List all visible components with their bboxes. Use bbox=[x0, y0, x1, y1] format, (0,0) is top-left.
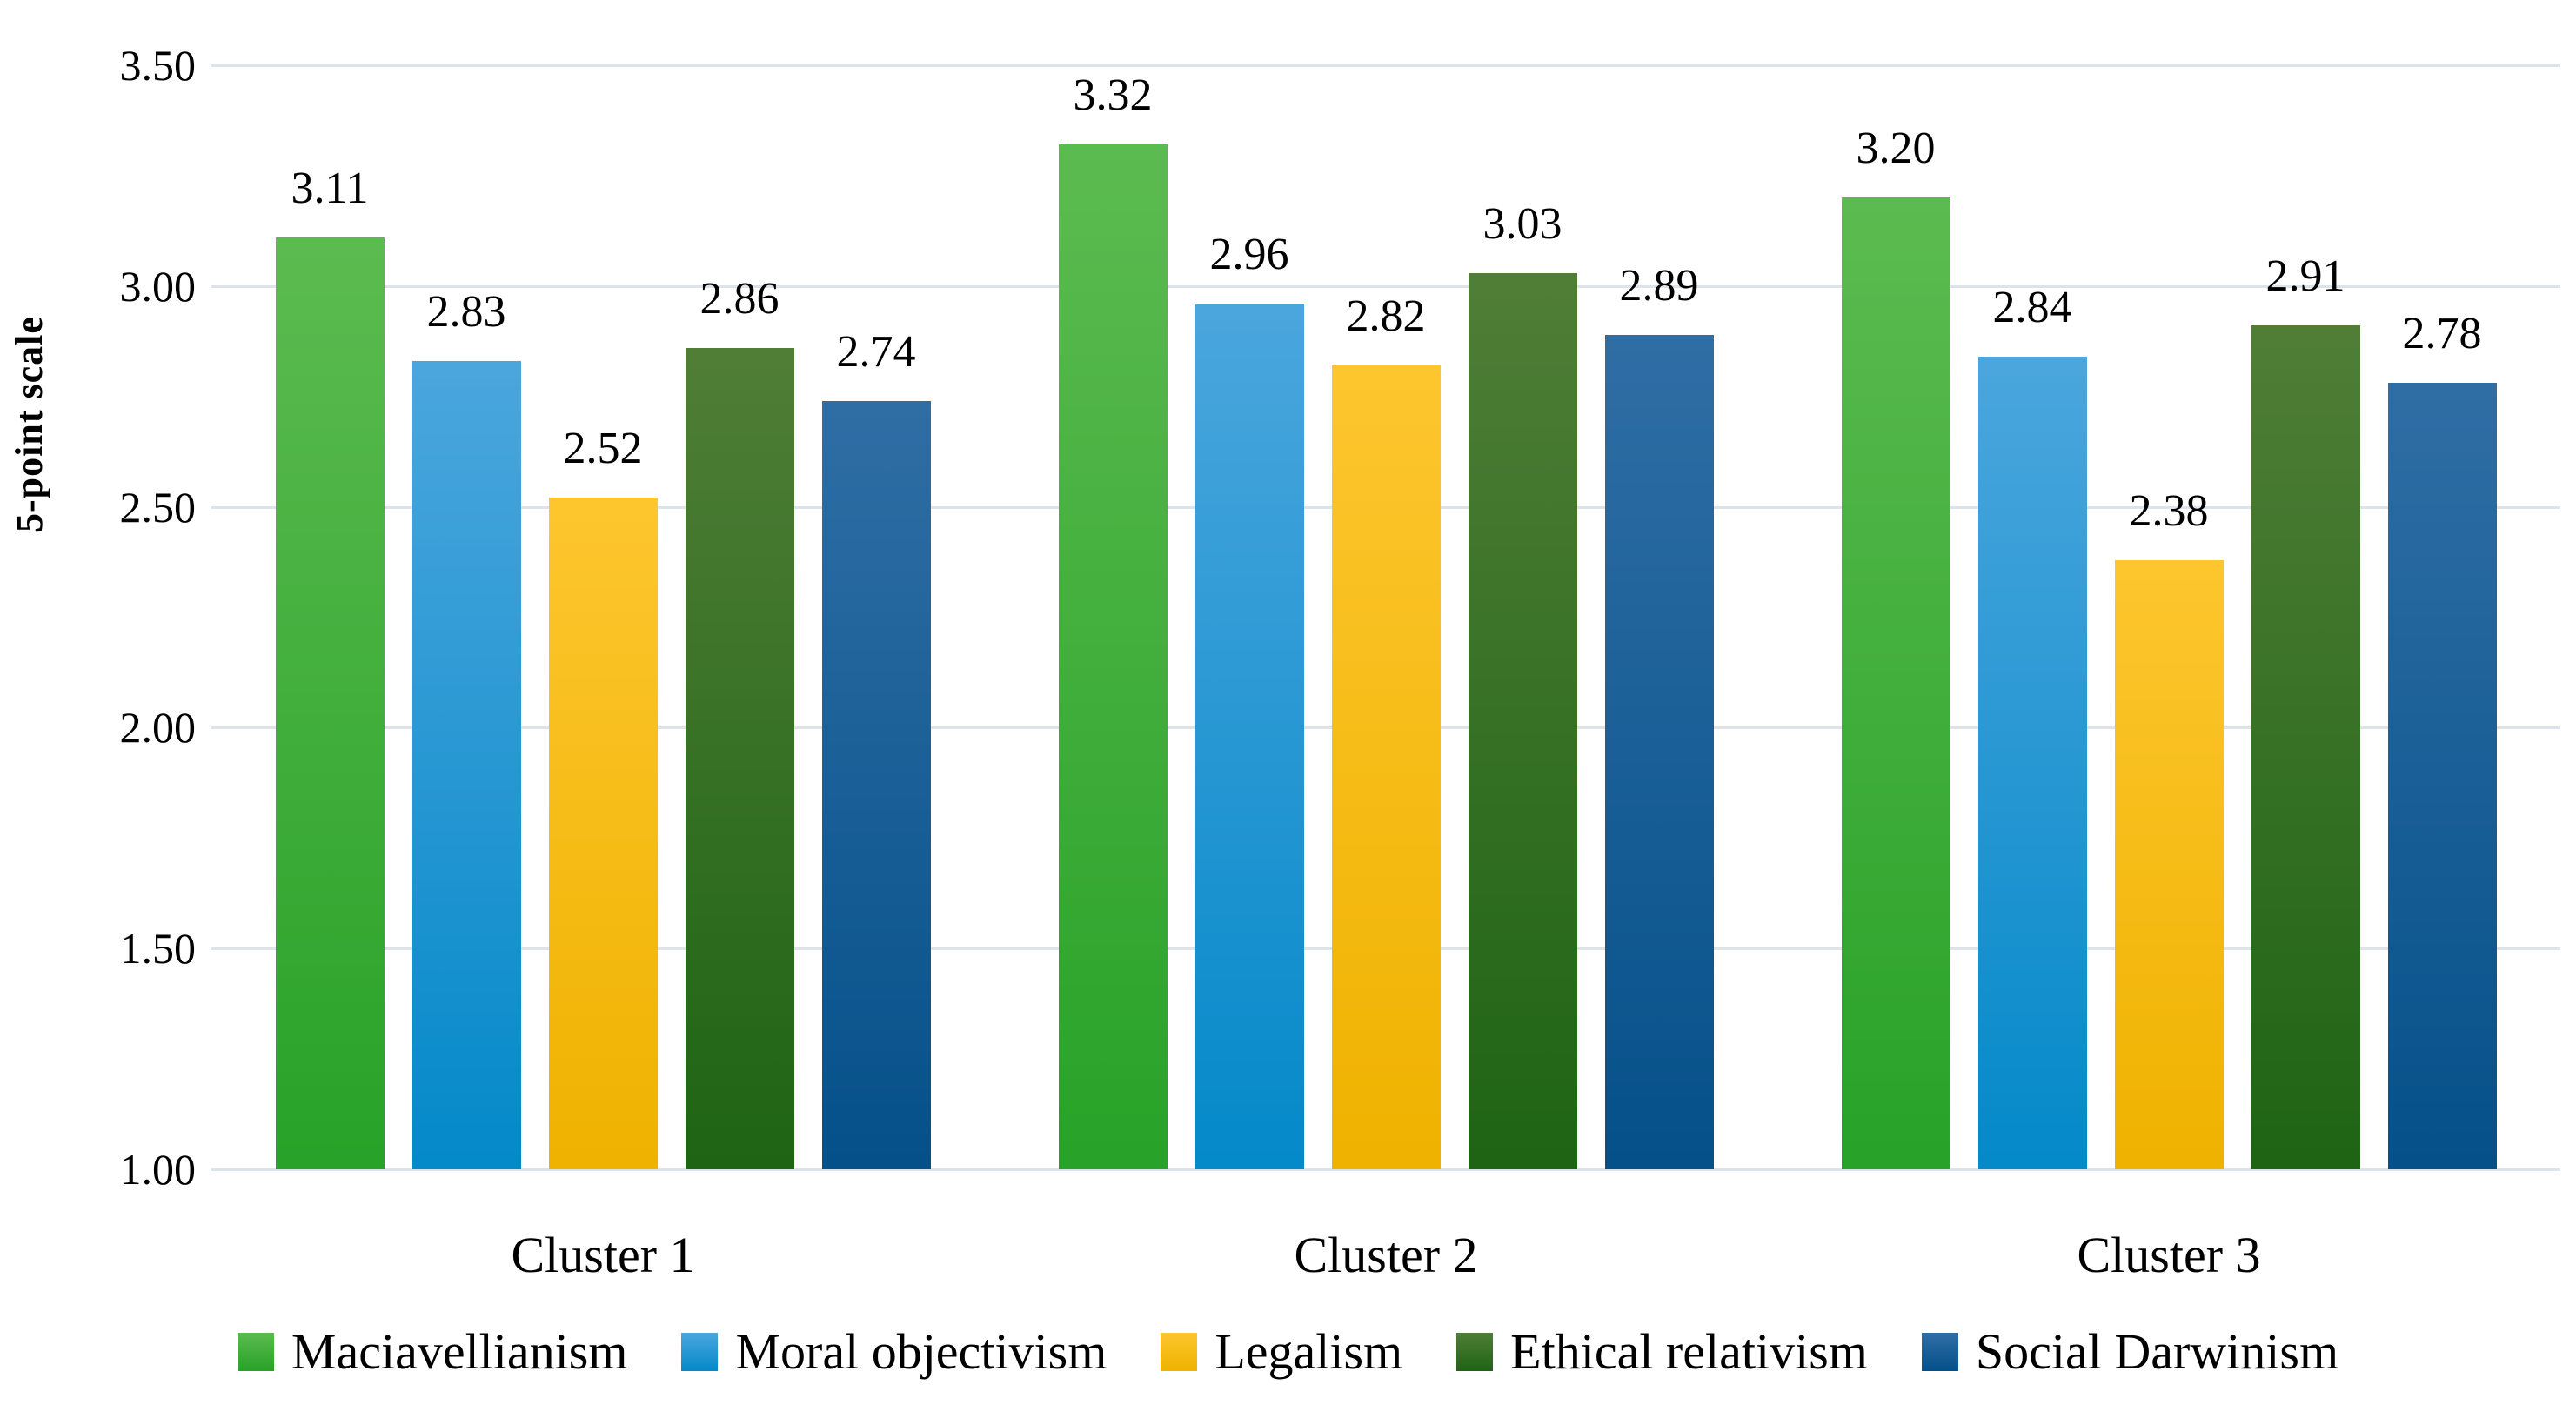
x-axis: Cluster 1 Cluster 2 Cluster 3 bbox=[211, 1225, 2560, 1286]
bar-value-label: 2.52 bbox=[563, 424, 643, 473]
bar-social-darwinism: 2.89 bbox=[1604, 264, 1714, 1169]
y-axis-label: 5-point scale bbox=[8, 316, 50, 532]
legend: Maciavellianism Moral objectivism Legalism… bbox=[0, 1324, 2576, 1380]
bar-ethical-relativism: 2.86 bbox=[685, 277, 794, 1169]
y-axis-tick-label: 1.50 bbox=[119, 924, 197, 973]
bar-group-1: 3.11 2.83 2.52 2.86 2.74 bbox=[211, 65, 994, 1169]
bar-value-label: 2.82 bbox=[1346, 291, 1426, 341]
bar-maciavellianism: 3.20 bbox=[1841, 126, 1950, 1169]
bar-legalism: 2.38 bbox=[2114, 489, 2224, 1169]
x-axis-category-label: Cluster 2 bbox=[1294, 1227, 1478, 1283]
bar-value-label: 2.86 bbox=[699, 274, 779, 324]
legend-item-social-darwinism: Social Darwinism bbox=[1921, 1323, 2339, 1380]
legend-label: Ethical relativism bbox=[1510, 1323, 1868, 1380]
legend-swatch-icon bbox=[237, 1332, 274, 1371]
bar-ethical-relativism: 3.03 bbox=[1468, 202, 1577, 1169]
bar-moral-objectivism: 2.96 bbox=[1194, 232, 1304, 1169]
gridline bbox=[211, 1168, 2560, 1171]
legend-item-maciavellianism: Maciavellianism bbox=[237, 1323, 628, 1380]
bar-value-label: 2.78 bbox=[2402, 309, 2482, 358]
legend-label: Legalism bbox=[1214, 1323, 1403, 1380]
bar-value-label: 3.32 bbox=[1073, 70, 1153, 120]
bar-value-label: 2.38 bbox=[2129, 486, 2209, 536]
bar-value-label: 2.84 bbox=[1992, 283, 2072, 332]
legend-swatch-icon bbox=[1161, 1332, 1198, 1371]
bar-ethical-relativism: 2.91 bbox=[2251, 254, 2360, 1169]
legend-item-ethical-relativism: Ethical relativism bbox=[1456, 1324, 1868, 1380]
bar-value-label: 3.11 bbox=[291, 164, 369, 213]
bar-value-label: 2.83 bbox=[426, 287, 506, 337]
bar-maciavellianism: 3.11 bbox=[275, 166, 385, 1169]
legend-item-moral-objectivism: Moral objectivism bbox=[681, 1324, 1107, 1380]
legend-item-legalism: Legalism bbox=[1161, 1324, 1402, 1380]
bar-value-label: 2.74 bbox=[836, 327, 916, 377]
bar-legalism: 2.52 bbox=[548, 426, 658, 1169]
bar-value-label: 3.03 bbox=[1482, 199, 1562, 249]
legend-label: Moral objectivism bbox=[735, 1323, 1107, 1380]
legend-swatch-icon bbox=[681, 1332, 719, 1371]
y-axis-tick-label: 2.00 bbox=[119, 703, 197, 752]
legend-swatch-icon bbox=[1921, 1332, 1958, 1371]
plot-area: 3.11 2.83 2.52 2.86 2.74 3.32 2.96 2.82 3.03 2.89… bbox=[211, 64, 2560, 1171]
bar-social-darwinism: 2.78 bbox=[2387, 311, 2497, 1169]
bar-value-label: 3.20 bbox=[1856, 124, 1936, 173]
y-axis-tick-label: 3.00 bbox=[119, 262, 197, 311]
y-axis-tick-label: 3.50 bbox=[119, 41, 197, 90]
legend-swatch-icon bbox=[1456, 1332, 1494, 1371]
legend-label: Social Darwinism bbox=[1975, 1323, 2339, 1380]
bar-social-darwinism: 2.74 bbox=[821, 330, 931, 1169]
bar-group-3: 3.20 2.84 2.38 2.91 2.78 bbox=[1777, 65, 2560, 1169]
x-axis-category-label: Cluster 3 bbox=[2077, 1227, 2261, 1283]
bar-moral-objectivism: 2.84 bbox=[1977, 285, 2087, 1169]
bar-maciavellianism: 3.32 bbox=[1058, 73, 1168, 1169]
bar-value-label: 2.89 bbox=[1619, 261, 1699, 311]
bar-value-label: 2.96 bbox=[1209, 230, 1289, 279]
bar-value-label: 2.91 bbox=[2265, 251, 2345, 301]
bar-moral-objectivism: 2.83 bbox=[411, 290, 521, 1169]
gridline bbox=[211, 285, 2560, 288]
gridline bbox=[211, 64, 2560, 67]
legend-label: Maciavellianism bbox=[291, 1323, 628, 1380]
y-axis-tick-label: 1.00 bbox=[119, 1145, 197, 1194]
bar-group-2: 3.32 2.96 2.82 3.03 2.89 bbox=[994, 65, 1777, 1169]
x-axis-category-label: Cluster 1 bbox=[511, 1227, 695, 1283]
bar-legalism: 2.82 bbox=[1331, 294, 1441, 1169]
y-axis-tick-label: 2.50 bbox=[119, 483, 197, 532]
